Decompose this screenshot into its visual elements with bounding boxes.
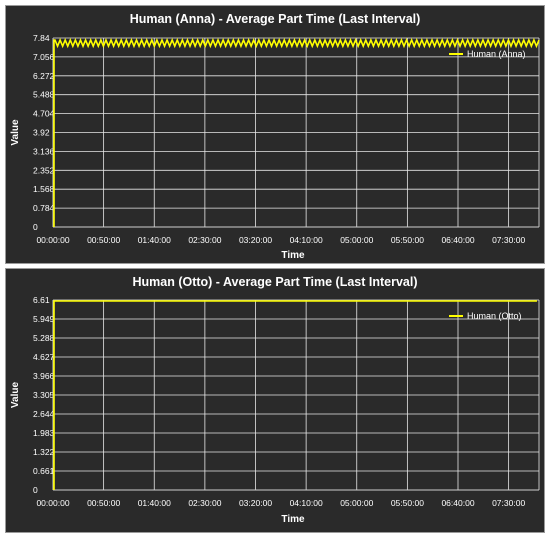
x-tick-label: 04:10:00 [290,498,323,508]
chart-title: Human (Anna) - Average Part Time (Last I… [130,12,421,26]
x-tick-label: 01:40:00 [138,235,171,245]
x-tick-label: 06:40:00 [441,235,474,245]
x-tick-label: 02:30:00 [188,498,221,508]
chart-title: Human (Otto) - Average Part Time (Last I… [132,275,417,289]
y-tick-label: 3.305 [33,390,55,400]
x-tick-label: 04:10:00 [290,235,323,245]
legend-label: Human (Otto) [467,311,522,321]
y-axis-title: Value [10,382,21,409]
y-tick-label: 0.661 [33,466,55,476]
y-tick-label: 2.352 [33,165,55,175]
y-tick-label: 2.644 [33,409,55,419]
chart-panel-anna: Human (Anna) - Average Part Time (Last I… [5,5,545,264]
y-tick-label: 0 [33,222,38,232]
legend-label: Human (Anna) [467,49,526,59]
chart-otto: Human (Otto) - Average Part Time (Last I… [10,275,540,525]
y-tick-label: 1.983 [33,428,55,438]
x-axis-title: Time [281,250,305,261]
x-tick-label: 00:00:00 [36,498,69,508]
y-tick-label: 0.784 [33,203,55,213]
x-tick-label: 00:50:00 [87,498,120,508]
y-tick-label: 7.84 [33,33,50,43]
y-tick-label: 3.966 [33,371,55,381]
x-tick-label: 05:50:00 [391,235,424,245]
y-tick-label: 0 [33,485,38,495]
x-axis-title: Time [281,514,305,525]
x-tick-label: 00:00:00 [36,235,69,245]
x-tick-label: 00:50:00 [87,235,120,245]
y-axis-title: Value [10,119,21,146]
chart-anna: Human (Anna) - Average Part Time (Last I… [10,12,540,261]
x-tick-label: 06:40:00 [441,498,474,508]
y-tick-label: 4.627 [33,352,55,362]
x-tick-label: 05:00:00 [340,235,373,245]
y-tick-label: 5.288 [33,333,55,343]
y-tick-label: 1.568 [33,184,55,194]
x-tick-label: 03:20:00 [239,498,272,508]
y-tick-label: 7.056 [33,52,55,62]
series-line [53,37,540,227]
chart-panel-otto: Human (Otto) - Average Part Time (Last I… [5,268,545,533]
y-tick-label: 3.136 [33,146,55,156]
y-tick-label: 5.949 [33,314,55,324]
x-tick-label: 03:20:00 [239,235,272,245]
y-tick-label: 4.704 [33,109,55,119]
x-tick-label: 05:50:00 [391,498,424,508]
y-tick-label: 3.92 [33,128,50,138]
x-tick-label: 07:30:00 [492,235,525,245]
y-tick-label: 6.272 [33,71,55,81]
y-tick-label: 1.322 [33,447,55,457]
x-tick-label: 05:00:00 [340,498,373,508]
y-tick-label: 6.61 [33,295,50,305]
y-tick-label: 5.488 [33,90,55,100]
x-tick-label: 02:30:00 [188,235,221,245]
series-line [53,300,537,490]
x-tick-label: 07:30:00 [492,498,525,508]
x-tick-label: 01:40:00 [138,498,171,508]
